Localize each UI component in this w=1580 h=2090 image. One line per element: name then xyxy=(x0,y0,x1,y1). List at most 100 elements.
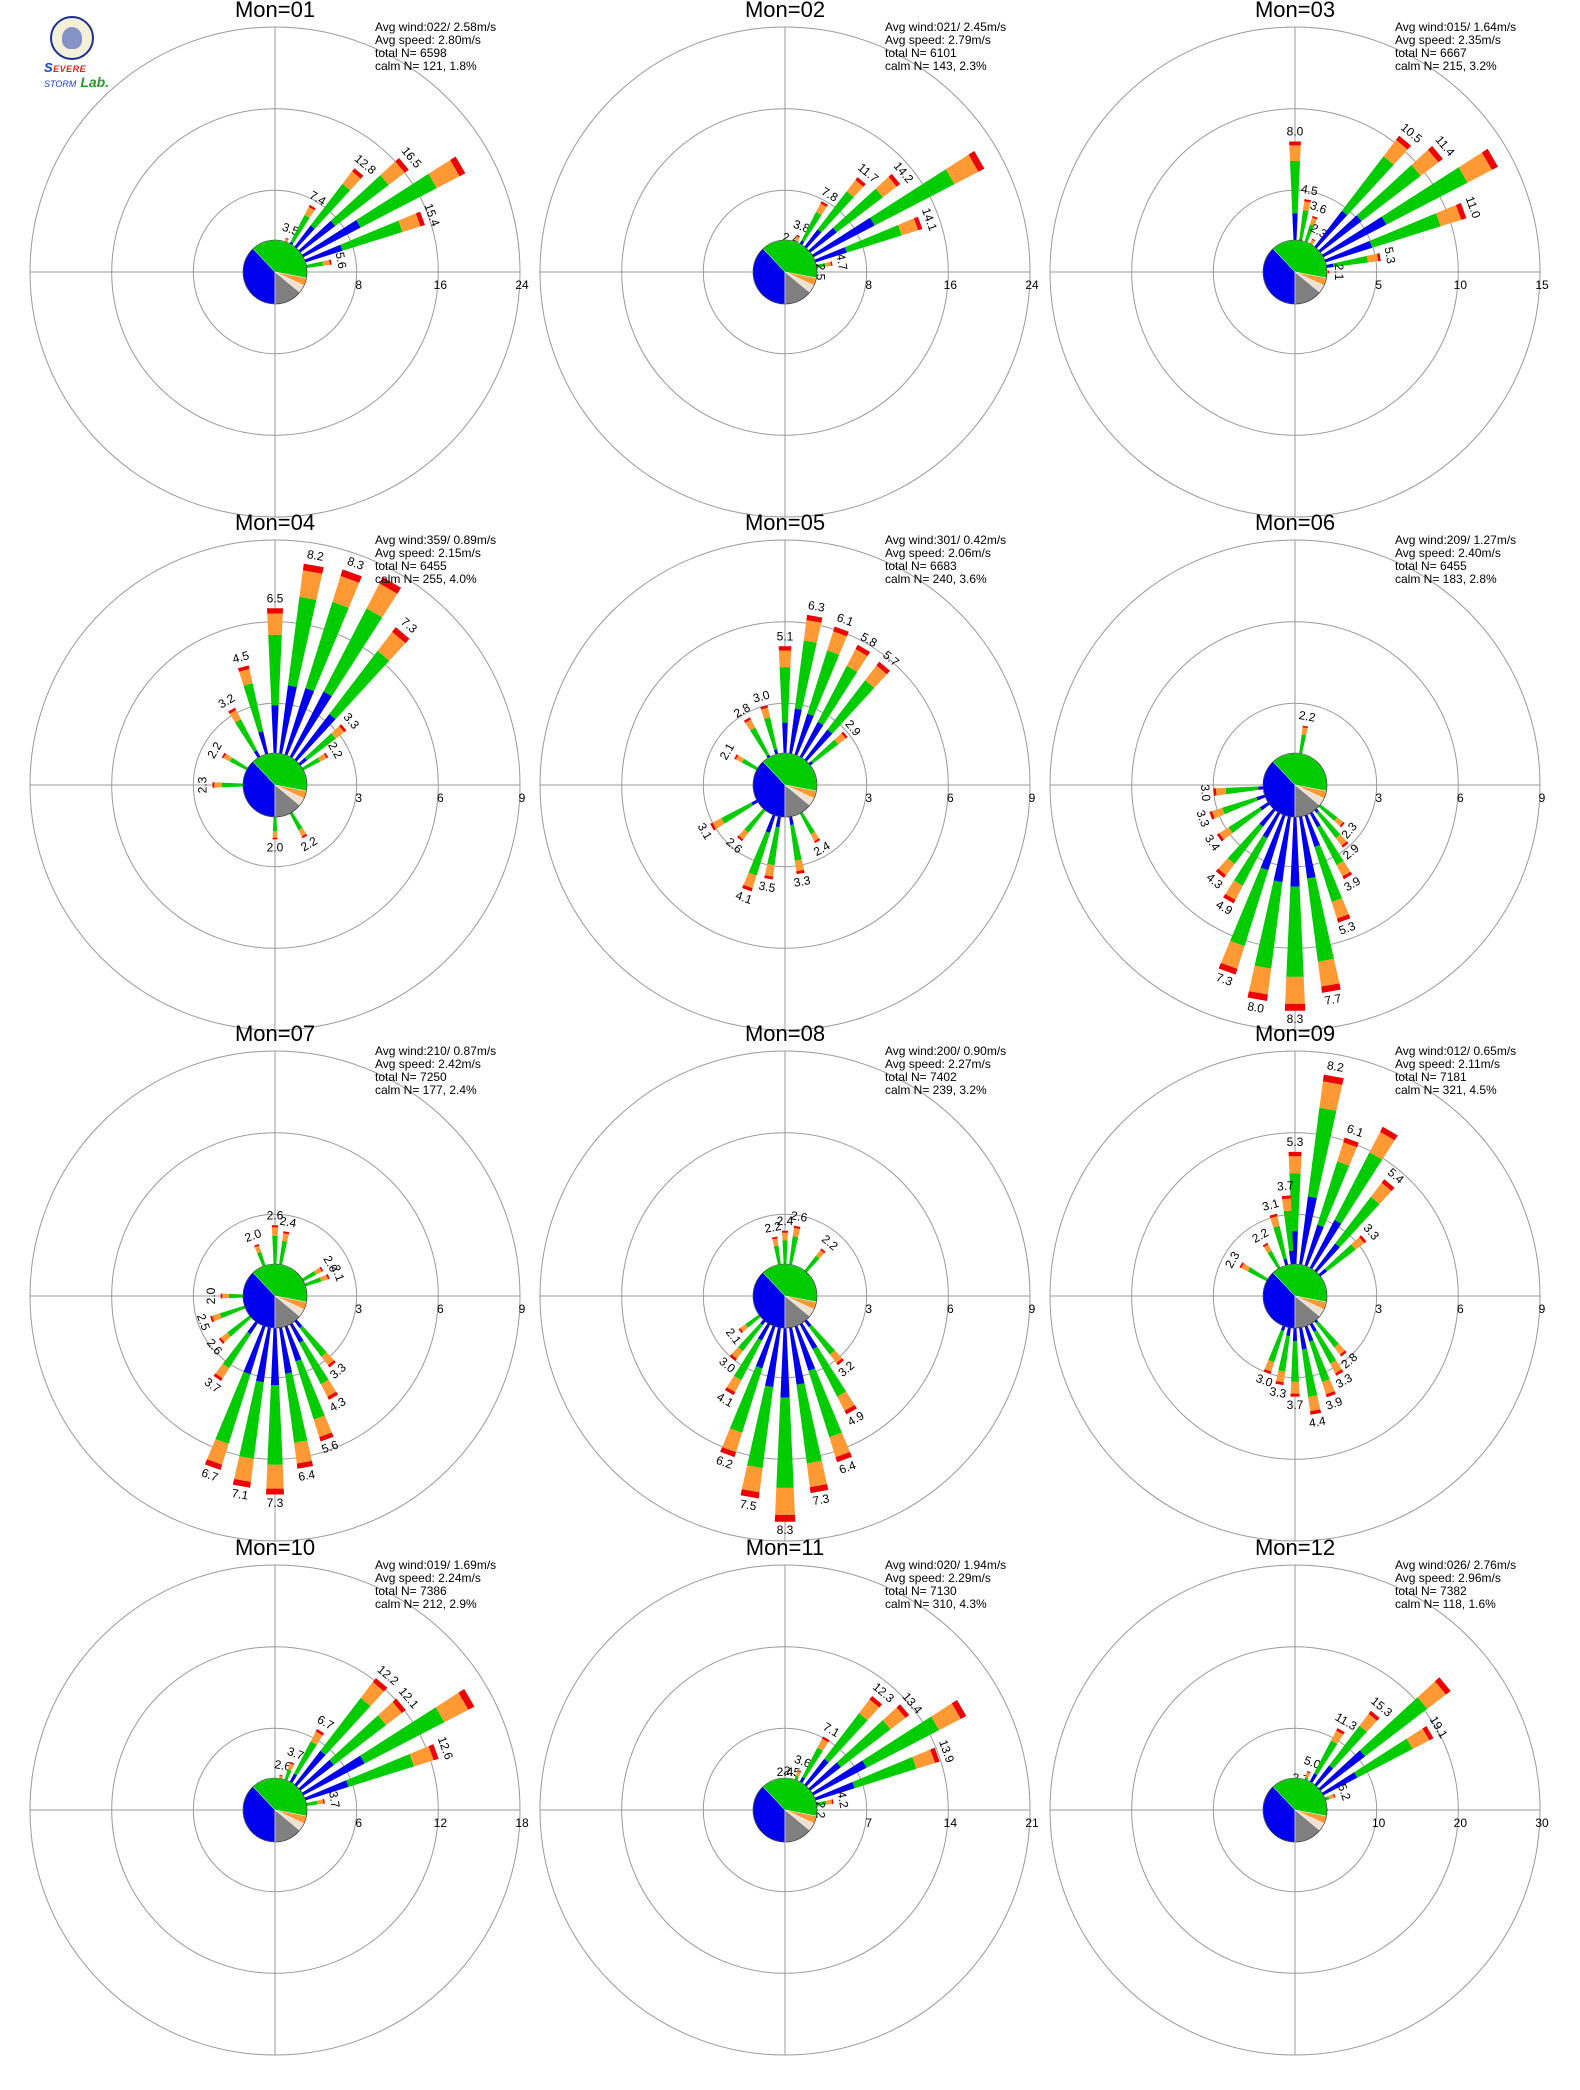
sector-percent-label: 7.3 xyxy=(812,1491,831,1508)
sector-bar-segment xyxy=(930,1747,940,1763)
sector-percent-label: 2.4 xyxy=(279,1214,298,1231)
sector-bar-segment xyxy=(869,1696,883,1708)
sector-bar-segment xyxy=(913,216,923,231)
sector-bar-segment xyxy=(825,1799,833,1805)
sector-bar-segment xyxy=(215,1363,230,1379)
sector-percent-label: 5.3 xyxy=(1287,1135,1304,1149)
sector-bar-segment xyxy=(304,206,315,218)
sector-percent-label: 2.2 xyxy=(204,739,225,761)
sector-bar-segment xyxy=(796,1383,822,1464)
sector-percent-label: 3.5 xyxy=(758,879,777,896)
stat-calm-n: calm N= 321, 4.5% xyxy=(1395,1083,1497,1097)
stat-avg-speed: Avg speed: 2.27m/s xyxy=(885,1057,991,1071)
sector-bar-segment xyxy=(458,1689,475,1710)
sector-bar-segment xyxy=(1276,1370,1286,1383)
sector-bar-segment xyxy=(1209,811,1215,820)
sector-bar-segment xyxy=(1307,877,1334,962)
ring-tick-label: 3 xyxy=(865,1302,872,1316)
sector-bar-segment xyxy=(321,1352,334,1366)
sector-bar-segment xyxy=(1309,1340,1330,1383)
sector-bar-segment xyxy=(1222,797,1258,815)
sector-bar-segment xyxy=(1324,1244,1356,1272)
sector-bar-segment xyxy=(272,837,278,840)
sector-bar-segment xyxy=(207,1439,229,1465)
sector-bar-segment xyxy=(229,710,241,723)
ring-tick-label: 10 xyxy=(1372,1816,1386,1830)
calm-pie-outline xyxy=(242,752,308,818)
sector-bar-segment xyxy=(1220,940,1245,969)
sector-bar-segment xyxy=(340,569,362,583)
sector-percent-label: 3.3 xyxy=(1193,808,1212,829)
sector-bar-segment xyxy=(1286,886,1304,977)
sector-bar-segment xyxy=(795,1771,801,1777)
sector-bar-segment xyxy=(1314,1740,1338,1775)
sector-bar-segment xyxy=(822,1736,830,1743)
sector-bar-segment xyxy=(1302,725,1309,729)
sector-bar-segment xyxy=(1313,1330,1337,1364)
sector-percent-label: 3.9 xyxy=(1324,1394,1345,1413)
sector-bar-segment xyxy=(1328,270,1330,274)
sector-bar-segment xyxy=(1247,1267,1272,1283)
sector-bar-segment xyxy=(239,1380,264,1459)
sector-bar-segment xyxy=(1215,868,1226,878)
sector-bar-segment xyxy=(228,707,237,714)
ring-tick-label: 6 xyxy=(947,1302,954,1316)
sector-bar-segment xyxy=(870,169,955,226)
range-ring xyxy=(1131,1646,1459,1974)
range-ring xyxy=(1049,1050,1541,1542)
sector-bar-segment xyxy=(862,1716,940,1768)
sector-bar-segment xyxy=(806,1460,827,1488)
panel-title: Mon=05 xyxy=(745,510,825,535)
sector-bar-segment xyxy=(1455,203,1467,220)
stat-avg-wind: Avg wind:015/ 1.64m/s xyxy=(1395,20,1516,34)
sector-bar-segment xyxy=(815,1249,825,1259)
sector-bar-segment xyxy=(789,1236,799,1265)
sector-bar-segment xyxy=(204,1459,223,1470)
sector-bar-segment xyxy=(782,1240,788,1267)
sector-bar-segment xyxy=(395,158,409,173)
sector-bar-segment xyxy=(801,211,822,242)
sector-bar-segment xyxy=(740,1489,760,1499)
sector-bar-segment xyxy=(1288,1156,1302,1174)
sector-bar-segment xyxy=(1381,1179,1395,1191)
sector-bar-segment xyxy=(1262,1242,1269,1248)
sector-percent-label: 4.5 xyxy=(1300,182,1319,199)
sector-bar-segment xyxy=(780,1296,790,1398)
sector-bar-segment xyxy=(1273,1225,1287,1260)
sector-bar-segment xyxy=(313,1415,332,1438)
sector-bar-segment xyxy=(1311,238,1316,242)
sector-percent-label: 2.1 xyxy=(329,1263,348,1284)
sector-bar-segment xyxy=(1239,1262,1244,1269)
sector-bar-segment xyxy=(1310,1409,1322,1415)
stat-total-n: total N= 6598 xyxy=(375,46,447,60)
sector-bar-segment xyxy=(1215,787,1227,796)
sector-bar-segment xyxy=(323,608,383,697)
sector-bar-segment xyxy=(1290,161,1300,214)
panel-title: Mon=02 xyxy=(745,0,825,22)
sector-bar-segment xyxy=(855,177,866,187)
sector-bar-segment xyxy=(352,168,364,179)
sector-bar-segment xyxy=(1304,199,1311,203)
sector-bar-segment xyxy=(271,1225,279,1228)
stat-avg-wind: Avg wind:026/ 2.76m/s xyxy=(1395,1558,1516,1572)
sector-bar-segment xyxy=(855,644,871,656)
sector-bar-segment xyxy=(315,1729,325,1736)
sector-bar-segment xyxy=(360,1682,384,1707)
sector-bar-segment xyxy=(221,782,247,788)
sector-bar-segment xyxy=(733,1338,762,1381)
panel-title: Mon=06 xyxy=(1255,510,1335,535)
sector-bar-segment xyxy=(888,173,901,187)
calm-pie-outline xyxy=(1262,239,1328,305)
sector-percent-label: 2.3 xyxy=(196,776,210,793)
sector-percent-label: 7.7 xyxy=(1323,991,1342,1008)
sector-bar-segment xyxy=(771,1236,778,1240)
sector-bar-segment xyxy=(782,1232,788,1241)
sector-bar-segment xyxy=(1227,823,1263,864)
logo-storm-text: STORM Lab. xyxy=(44,74,110,90)
windrose-panel-7: Mon=073 6 92.62.42.02.13.34.35.66.47.37.16… xyxy=(29,1021,526,1542)
sector-bar-segment xyxy=(750,727,770,757)
sector-bar-segment xyxy=(356,173,437,228)
sector-bar-segment xyxy=(1337,1142,1357,1166)
sector-bar-segment xyxy=(1230,867,1269,947)
windrose-panel-6: Mon=063 6 92.22.32.93.95.37.78.38.07.34.94… xyxy=(1049,510,1546,1031)
